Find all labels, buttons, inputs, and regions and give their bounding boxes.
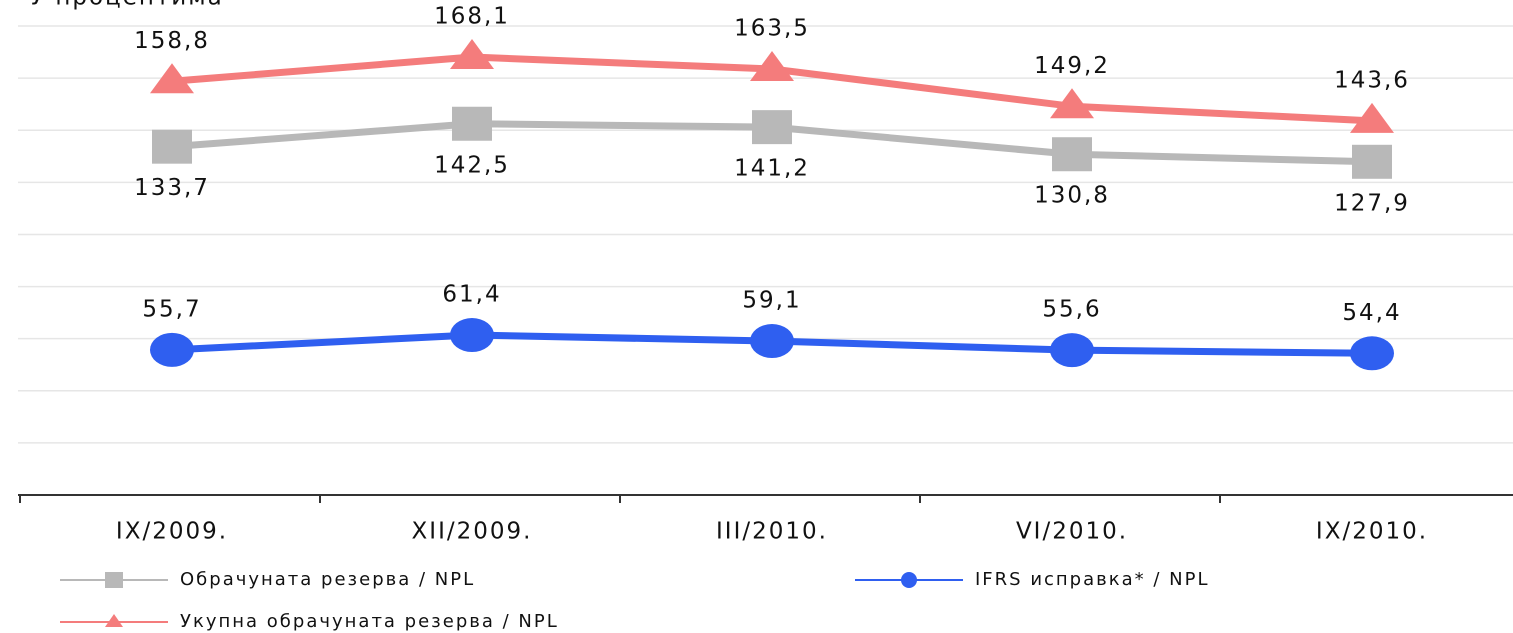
marker [1050,88,1094,119]
marker [450,39,494,70]
marker [750,51,794,82]
marker [152,129,192,164]
data-label: 55,6 [1042,297,1101,323]
marker [452,106,492,141]
legend-label: IFRS исправка* / NPL [975,569,1210,590]
marker [1350,102,1394,133]
x-tick-label: IX/2010. [1316,519,1428,545]
marker [150,332,194,367]
x-tick-label: IX/2009. [116,519,228,545]
data-label: 141,2 [734,156,810,182]
legend-label: Укупна обрачуната резерва / NPL [180,611,559,632]
marker [752,110,792,145]
data-label: 54,4 [1342,300,1401,326]
marker [1052,137,1092,172]
data-label: 149,2 [1034,53,1110,79]
data-label: 142,5 [434,152,510,178]
data-label: 143,6 [1334,67,1410,93]
data-label: 133,7 [134,175,210,201]
legend-item: Укупна обрачуната резерва / NPL [60,611,559,632]
x-tick-label: XII/2009. [412,519,533,545]
marker [1350,336,1394,371]
data-label: 130,8 [1034,183,1110,209]
x-tick-label: VI/2010. [1016,519,1128,545]
data-label: 61,4 [442,282,501,308]
marker [750,324,794,359]
marker [450,318,494,353]
legend-item: IFRS исправка* / NPL [855,569,1210,590]
legend-marker [105,614,123,627]
data-label: 163,5 [734,16,810,42]
x-tick-label: III/2010. [716,519,828,545]
data-label: 55,7 [142,296,201,322]
legend-marker [105,572,123,588]
marker [150,63,194,94]
y-axis-label: У процентима [30,0,224,11]
data-label: 168,1 [434,4,510,30]
data-label: 59,1 [742,288,801,314]
legend-marker [901,572,917,588]
data-label: 127,9 [1334,190,1410,216]
data-label: 158,8 [134,28,210,54]
legend-item: Обрачуната резерва / NPL [60,569,475,590]
marker [1352,144,1392,179]
legend-label: Обрачуната резерва / NPL [180,569,475,590]
marker [1050,333,1094,368]
